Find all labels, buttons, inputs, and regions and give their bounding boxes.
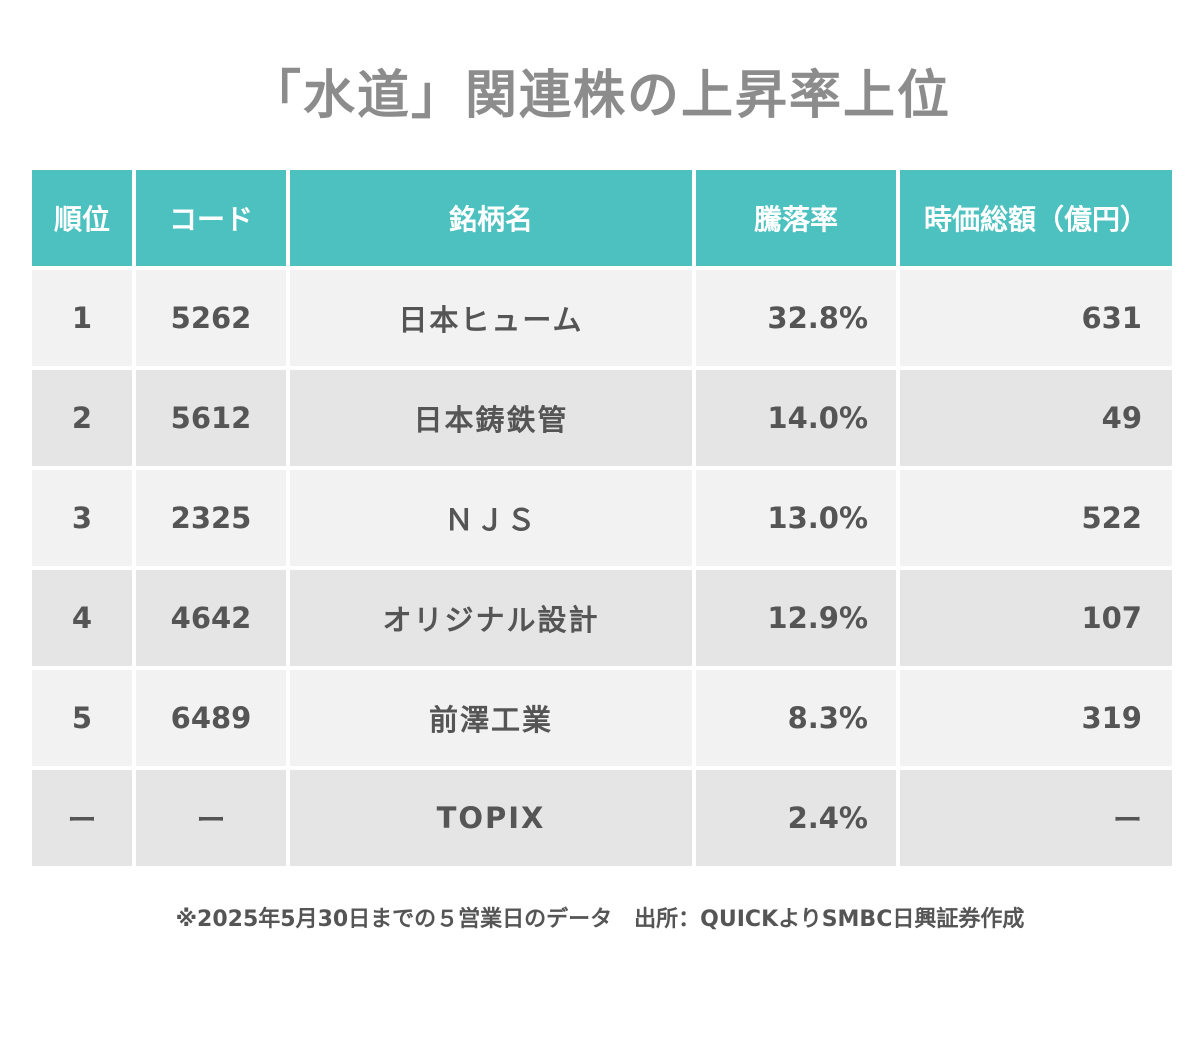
table-row: 2 5612 日本鋳鉄管 14.0% 49 [32, 370, 1172, 466]
table-row: 4 4642 オリジナル設計 12.9% 107 [32, 570, 1172, 666]
header-name: 銘柄名 [290, 170, 692, 266]
cell-change: 2.4% [696, 770, 896, 866]
cell-rank: 3 [32, 470, 132, 566]
cell-rank: 2 [32, 370, 132, 466]
ranking-table: 順位 コード 銘柄名 騰落率 時価総額（億円） 1 5262 日本ヒューム 32.8%… [28, 166, 1176, 870]
cell-code: 4642 [136, 570, 286, 666]
table-header-row: 順位 コード 銘柄名 騰落率 時価総額（億円） [32, 170, 1172, 266]
table-row: 3 2325 ＮＪＳ 13.0% 522 [32, 470, 1172, 566]
cell-code: ー [136, 770, 286, 866]
cell-change: 14.0% [696, 370, 896, 466]
cell-market-cap: ー [900, 770, 1172, 866]
cell-rank: 4 [32, 570, 132, 666]
header-code: コード [136, 170, 286, 266]
table-row: 1 5262 日本ヒューム 32.8% 631 [32, 270, 1172, 366]
ranking-table-container: 順位 コード 銘柄名 騰落率 時価総額（億円） 1 5262 日本ヒューム 32.8%… [32, 170, 1172, 866]
cell-change: 13.0% [696, 470, 896, 566]
cell-market-cap: 631 [900, 270, 1172, 366]
cell-market-cap: 522 [900, 470, 1172, 566]
cell-name: オリジナル設計 [290, 570, 692, 666]
header-change: 騰落率 [696, 170, 896, 266]
cell-change: 8.3% [696, 670, 896, 766]
cell-name: 日本ヒューム [290, 270, 692, 366]
cell-rank: 5 [32, 670, 132, 766]
table-body: 1 5262 日本ヒューム 32.8% 631 2 5612 日本鋳鉄管 14.0% 49 3 232… [32, 270, 1172, 866]
cell-market-cap: 107 [900, 570, 1172, 666]
cell-name: 日本鋳鉄管 [290, 370, 692, 466]
cell-market-cap: 49 [900, 370, 1172, 466]
cell-change: 32.8% [696, 270, 896, 366]
header-rank: 順位 [32, 170, 132, 266]
source-note: ※2025年5月30日までの５営業日のデータ 出所：QUICKよりSMBC日興証… [175, 907, 1025, 932]
cell-code: 5262 [136, 270, 286, 366]
cell-change: 12.9% [696, 570, 896, 666]
cell-code: 5612 [136, 370, 286, 466]
table-row: 5 6489 前澤工業 8.3% 319 [32, 670, 1172, 766]
cell-name: 前澤工業 [290, 670, 692, 766]
table-row: ーー TOPIX 2.4% ー [32, 770, 1172, 866]
cell-market-cap: 319 [900, 670, 1172, 766]
cell-name: ＮＪＳ [290, 470, 692, 566]
cell-rank: 1 [32, 270, 132, 366]
cell-name: TOPIX [290, 770, 692, 866]
cell-rank: ー [32, 770, 132, 866]
cell-code: 2325 [136, 470, 286, 566]
chart-title: 「水道」関連株の上昇率上位 [248, 66, 951, 126]
cell-code: 6489 [136, 670, 286, 766]
header-market-cap: 時価総額（億円） [900, 170, 1172, 266]
